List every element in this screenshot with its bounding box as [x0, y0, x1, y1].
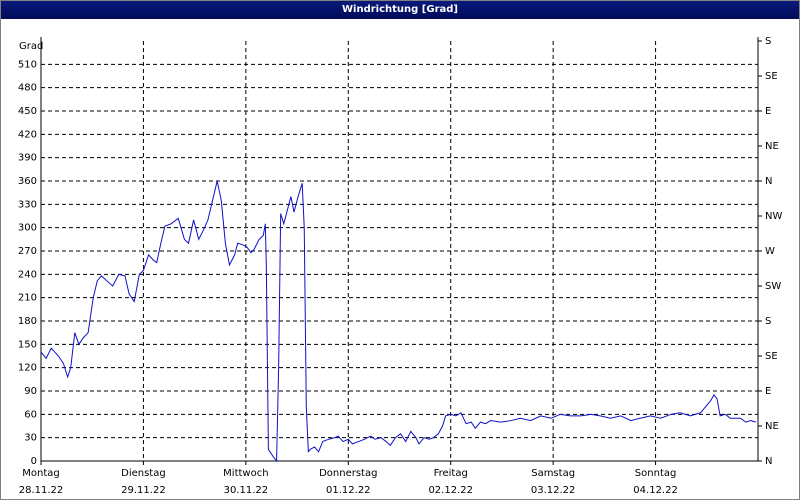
x-tick-label: Montag [22, 468, 59, 479]
y-tick-label: 90 [24, 386, 37, 397]
y-tick-label: 30 [24, 433, 37, 444]
y-tick-label: 150 [18, 339, 37, 350]
y2-tick-label: NE [765, 141, 779, 152]
y2-tick-label: NE [765, 421, 779, 432]
y-tick-label: 450 [18, 106, 37, 117]
x-tick-date: 04.12.22 [633, 485, 678, 496]
x-tick-date: 03.12.22 [531, 485, 576, 496]
x-tick-date: 02.12.22 [428, 485, 473, 496]
y-axis-label: Grad [19, 41, 43, 52]
y-tick-label: 0 [31, 456, 37, 467]
y-tick-label: 360 [18, 176, 37, 187]
y-tick-label: 480 [18, 83, 37, 94]
x-tick-label: Samstag [531, 468, 575, 479]
x-tick-label: Mittwoch [223, 468, 268, 479]
x-tick-label: Dienstag [121, 468, 166, 479]
y2-tick-label: S [765, 36, 771, 47]
y2-tick-label: E [765, 106, 771, 117]
y-tick-label: 60 [24, 409, 37, 420]
y2-tick-label: SE [765, 351, 778, 362]
y-tick-label: 180 [18, 316, 37, 327]
y-tick-label: 420 [18, 129, 37, 140]
y2-tick-label: W [765, 246, 775, 257]
x-tick-label: Freitag [434, 468, 468, 479]
y2-tick-label: N [765, 176, 772, 187]
title-bar: Windrichtung [Grad] [1, 1, 799, 19]
x-tick-label: Donnerstag [319, 468, 377, 479]
x-tick-date: 30.11.22 [224, 485, 269, 496]
y-tick-label: 240 [18, 269, 37, 280]
y-tick-label: 390 [18, 153, 37, 164]
y2-tick-label: NW [765, 211, 782, 222]
x-tick-date: 29.11.22 [121, 485, 166, 496]
y2-tick-label: SW [765, 281, 781, 292]
y-tick-label: 270 [18, 246, 37, 257]
y2-tick-label: N [765, 456, 772, 467]
y2-tick-label: SE [765, 71, 778, 82]
x-tick-date: 28.11.22 [19, 485, 64, 496]
x-tick-date: 01.12.22 [326, 485, 371, 496]
y-tick-label: 330 [18, 199, 37, 210]
data-line [40, 180, 757, 463]
y2-tick-label: E [765, 386, 771, 397]
y2-tick-label: S [765, 316, 771, 327]
x-tick-label: Sonntag [635, 468, 677, 479]
y-tick-label: 210 [18, 293, 37, 304]
y-tick-label: 300 [18, 223, 37, 234]
y-tick-label: 120 [18, 363, 37, 374]
y-tick-label: 510 [18, 59, 37, 70]
